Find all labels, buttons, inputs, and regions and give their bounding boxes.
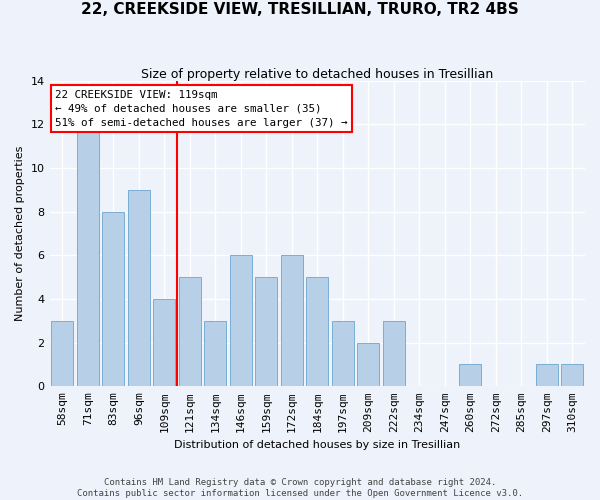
Text: 22, CREEKSIDE VIEW, TRESILLIAN, TRURO, TR2 4BS: 22, CREEKSIDE VIEW, TRESILLIAN, TRURO, T… <box>81 2 519 18</box>
Bar <box>128 190 149 386</box>
Bar <box>358 342 379 386</box>
Bar <box>205 321 226 386</box>
X-axis label: Distribution of detached houses by size in Tresillian: Distribution of detached houses by size … <box>174 440 460 450</box>
Bar <box>52 321 73 386</box>
Bar <box>230 255 251 386</box>
Bar <box>536 364 557 386</box>
Bar <box>154 299 175 386</box>
Bar <box>77 124 98 386</box>
Bar <box>281 255 302 386</box>
Bar <box>460 364 481 386</box>
Bar <box>332 321 353 386</box>
Bar <box>103 212 124 386</box>
Bar <box>562 364 583 386</box>
Text: Contains HM Land Registry data © Crown copyright and database right 2024.
Contai: Contains HM Land Registry data © Crown c… <box>77 478 523 498</box>
Title: Size of property relative to detached houses in Tresillian: Size of property relative to detached ho… <box>141 68 493 80</box>
Bar <box>307 277 328 386</box>
Bar <box>179 277 200 386</box>
Bar <box>383 321 404 386</box>
Text: 22 CREEKSIDE VIEW: 119sqm
← 49% of detached houses are smaller (35)
51% of semi-: 22 CREEKSIDE VIEW: 119sqm ← 49% of detac… <box>55 90 347 128</box>
Bar <box>256 277 277 386</box>
Y-axis label: Number of detached properties: Number of detached properties <box>15 146 25 321</box>
